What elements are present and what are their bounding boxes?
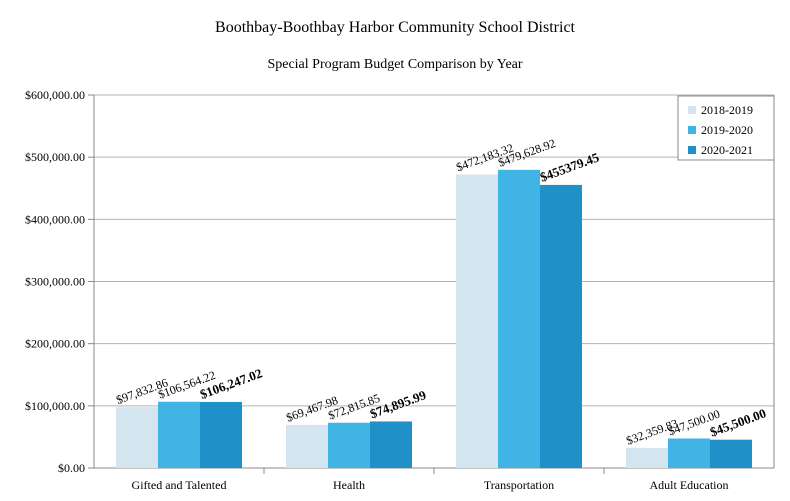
chart-title: Boothbay-Boothbay Harbor Community Schoo… — [215, 19, 575, 36]
bar — [200, 401, 242, 468]
legend: 2018-2019 2019-2020 2020-2021 — [677, 95, 775, 161]
y-tick-label: $100,000.00 — [25, 399, 85, 413]
chart-subtitle: Special Program Budget Comparison by Yea… — [267, 57, 523, 72]
x-tick-label: Gifted and Talented — [132, 478, 227, 492]
legend-swatch — [688, 126, 696, 134]
bar — [498, 169, 540, 468]
y-tick-label: $300,000.00 — [25, 275, 85, 289]
x-axis-ticks: Gifted and Talented Health Transportation A… — [132, 468, 729, 492]
x-tick-label: Adult Education — [650, 478, 729, 492]
bar — [370, 421, 412, 468]
bar — [116, 407, 158, 468]
bars — [116, 169, 752, 469]
y-tick-label: $0.00 — [58, 461, 85, 475]
bar — [540, 184, 582, 469]
bar — [328, 422, 370, 468]
bar — [456, 174, 498, 469]
legend-label: 2020-2021 — [701, 143, 753, 157]
legend-label: 2019-2020 — [701, 123, 753, 137]
bar — [286, 424, 328, 468]
y-tick-label: $500,000.00 — [25, 150, 85, 164]
bar — [668, 438, 710, 468]
y-tick-label: $400,000.00 — [25, 212, 85, 226]
y-axis-ticks: $0.00 $100,000.00 $200,000.00 $300,000.00 $4… — [25, 88, 94, 475]
data-label: $479,628.92 — [496, 136, 557, 170]
legend-label: 2018-2019 — [701, 103, 753, 117]
bar — [158, 401, 200, 468]
x-tick-label: Health — [333, 478, 365, 492]
legend-swatch — [688, 106, 696, 114]
x-tick-label: Transportation — [484, 478, 554, 492]
y-tick-label: $200,000.00 — [25, 337, 85, 351]
y-tick-label: $600,000.00 — [25, 88, 85, 102]
bar — [710, 439, 752, 468]
bar — [626, 447, 668, 468]
legend-swatch — [688, 146, 696, 154]
data-label: $455379.45 — [538, 149, 602, 184]
data-labels: $97,832.86$106,564.22$106,247.02$69,467.… — [114, 136, 768, 448]
